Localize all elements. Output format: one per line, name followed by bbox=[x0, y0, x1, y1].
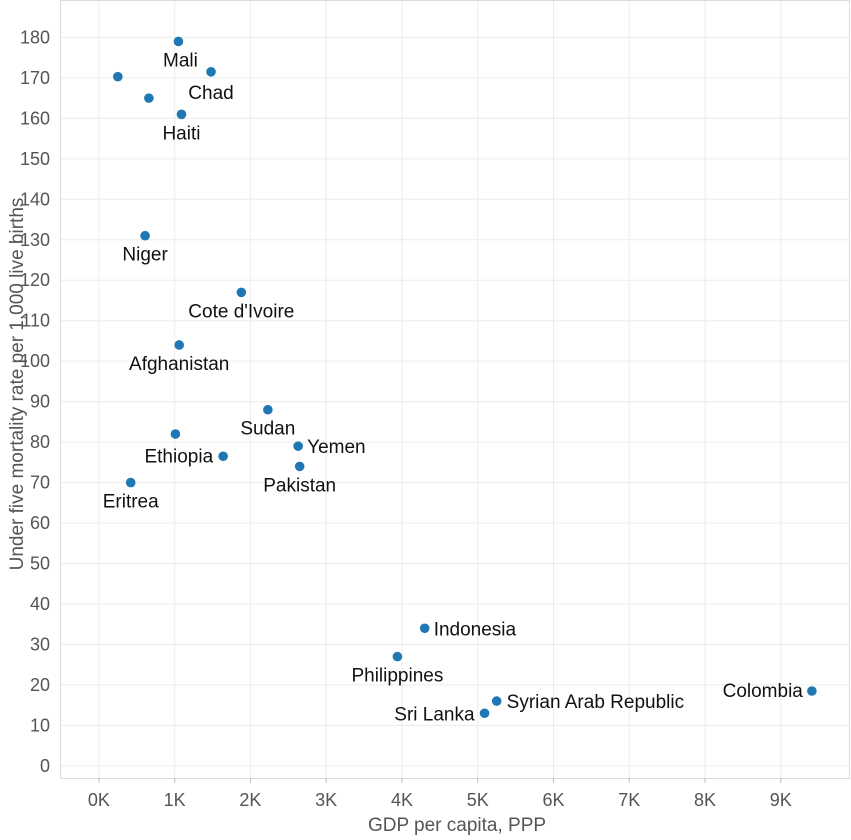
x-tick-label: 4K bbox=[391, 790, 413, 810]
data-point bbox=[491, 696, 502, 706]
data-point bbox=[419, 623, 430, 634]
y-tick-label: 160 bbox=[20, 108, 50, 128]
x-tick-label: 8K bbox=[694, 790, 716, 810]
point-label: Yemen bbox=[307, 437, 365, 458]
x-axis-ticks: 0K 1K 2K 3K 4K 5K 6K 7K 8K 9K bbox=[88, 778, 792, 810]
y-tick-label: 140 bbox=[20, 189, 50, 209]
data-point bbox=[294, 461, 305, 472]
y-tick-label: 50 bbox=[30, 554, 50, 574]
y-tick-label: 180 bbox=[20, 27, 50, 47]
data-point bbox=[479, 708, 490, 719]
x-tick-label: 0K bbox=[88, 790, 110, 810]
y-tick-label: 150 bbox=[20, 149, 50, 169]
data-point bbox=[144, 93, 154, 103]
y-tick-label: 130 bbox=[20, 230, 50, 250]
point-labels: Mali Chad Haiti Niger Cote d'Ivoire Afghanist… bbox=[103, 50, 804, 725]
x-tick-label: 1K bbox=[164, 790, 186, 810]
x-tick-label: 5K bbox=[467, 790, 489, 810]
y-tick-label: 20 bbox=[30, 675, 50, 695]
y-tick-label: 80 bbox=[30, 432, 50, 452]
point-label: Syrian Arab Republic bbox=[507, 692, 684, 713]
data-point bbox=[173, 36, 184, 47]
data-point bbox=[218, 451, 228, 462]
y-tick-label: 100 bbox=[20, 351, 50, 371]
point-label: Sri Lanka bbox=[394, 704, 475, 725]
point-label: Mali bbox=[163, 50, 198, 71]
y-tick-label: 90 bbox=[30, 392, 50, 412]
y-tick-label: 110 bbox=[21, 311, 50, 331]
point-label: Indonesia bbox=[434, 619, 517, 640]
y-tick-label: 40 bbox=[30, 594, 50, 614]
x-tick-label: 6K bbox=[542, 790, 564, 810]
y-tick-label: 10 bbox=[30, 715, 50, 735]
plot-frame bbox=[60, 0, 850, 779]
y-tick-label: 120 bbox=[20, 270, 50, 290]
data-point bbox=[263, 404, 273, 415]
point-label: Colombia bbox=[723, 681, 804, 702]
point-label: Eritrea bbox=[103, 492, 159, 513]
data-point bbox=[140, 230, 150, 241]
point-label: Afghanistan bbox=[129, 354, 229, 375]
y-axis-title: Under five mortality rate per 1,000 live… bbox=[7, 198, 28, 571]
point-label: Cote d'Ivoire bbox=[188, 301, 294, 322]
x-tick-label: 2K bbox=[239, 790, 261, 810]
data-point bbox=[113, 71, 123, 82]
y-tick-label: 30 bbox=[30, 634, 50, 654]
data-point bbox=[206, 67, 216, 77]
y-tick-label: 70 bbox=[30, 473, 50, 493]
point-label: Niger bbox=[122, 245, 168, 266]
point-label: Pakistan bbox=[263, 475, 336, 496]
data-point bbox=[125, 477, 136, 488]
grid-lines bbox=[61, 1, 849, 778]
data-points bbox=[113, 36, 817, 719]
point-label: Philippines bbox=[351, 666, 443, 687]
data-point bbox=[807, 686, 817, 696]
y-tick-label: 0 bbox=[40, 756, 50, 776]
point-label: Chad bbox=[188, 83, 233, 104]
y-tick-label: 170 bbox=[20, 68, 50, 88]
y-axis-ticks: 0 10 20 30 40 50 60 70 80 90 100 110 120 130 140 150 160… bbox=[20, 27, 50, 775]
data-point bbox=[236, 287, 247, 298]
point-label: Haiti bbox=[162, 123, 200, 144]
x-tick-label: 9K bbox=[770, 790, 792, 810]
data-point bbox=[392, 651, 403, 662]
x-axis-title: GDP per capita, PPP bbox=[368, 815, 546, 836]
data-point bbox=[293, 441, 303, 451]
point-label: Ethiopia bbox=[144, 446, 213, 467]
x-tick-label: 3K bbox=[315, 790, 337, 810]
data-point bbox=[174, 340, 184, 350]
point-label: Sudan bbox=[240, 419, 295, 440]
data-point bbox=[176, 109, 187, 120]
data-point bbox=[170, 429, 181, 439]
x-tick-label: 7K bbox=[618, 790, 640, 810]
y-tick-label: 60 bbox=[30, 513, 50, 533]
